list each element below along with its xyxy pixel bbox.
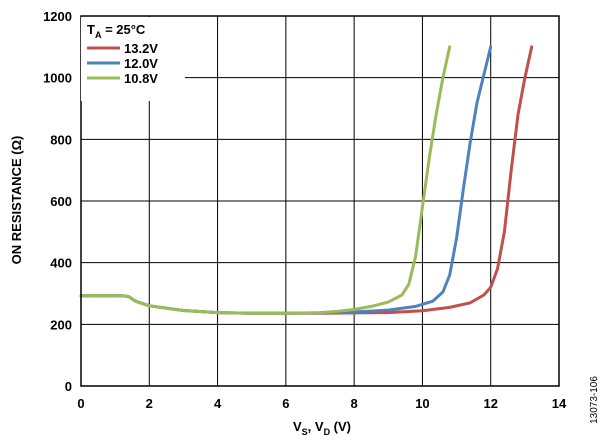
x-tick-label: 8	[351, 396, 358, 411]
series-line	[79, 45, 452, 315]
plot-frame	[80, 15, 560, 387]
legend-box	[81, 17, 185, 101]
figure-id: 13073-106	[589, 376, 600, 424]
x-tick-label: 12	[483, 396, 497, 411]
x-tick-label: 4	[214, 396, 222, 411]
series-lines	[79, 45, 534, 315]
x-axis-title: VS, VD (V)	[293, 419, 351, 437]
y-tick-label: 800	[50, 132, 72, 147]
y-tick-label: 600	[50, 194, 72, 209]
y-axis-title: ON RESISTANCE (Ω)	[9, 136, 24, 265]
x-tick-label: 2	[146, 396, 153, 411]
legend-title: TA = 25°C	[87, 22, 146, 40]
y-tick-label: 1000	[43, 71, 72, 86]
plot-border	[80, 15, 560, 387]
legend-label: 12.0V	[124, 56, 158, 71]
y-tick-label: 200	[50, 317, 72, 332]
x-tick-label: 0	[77, 396, 84, 411]
x-tick-labels: 0 2 4 6 8 10 12 14	[77, 396, 567, 411]
legend-label: 10.8V	[124, 71, 158, 86]
y-tick-labels: 0 200 400 600 800 1000 1200	[43, 9, 72, 394]
x-tick-label: 14	[552, 396, 567, 411]
legend-label: 13.2V	[124, 41, 158, 56]
x-tick-label: 10	[415, 396, 429, 411]
x-tick-label: 6	[282, 396, 289, 411]
y-tick-label: 400	[50, 256, 72, 271]
y-tick-label: 0	[65, 379, 72, 394]
y-tick-label: 1200	[43, 9, 72, 24]
